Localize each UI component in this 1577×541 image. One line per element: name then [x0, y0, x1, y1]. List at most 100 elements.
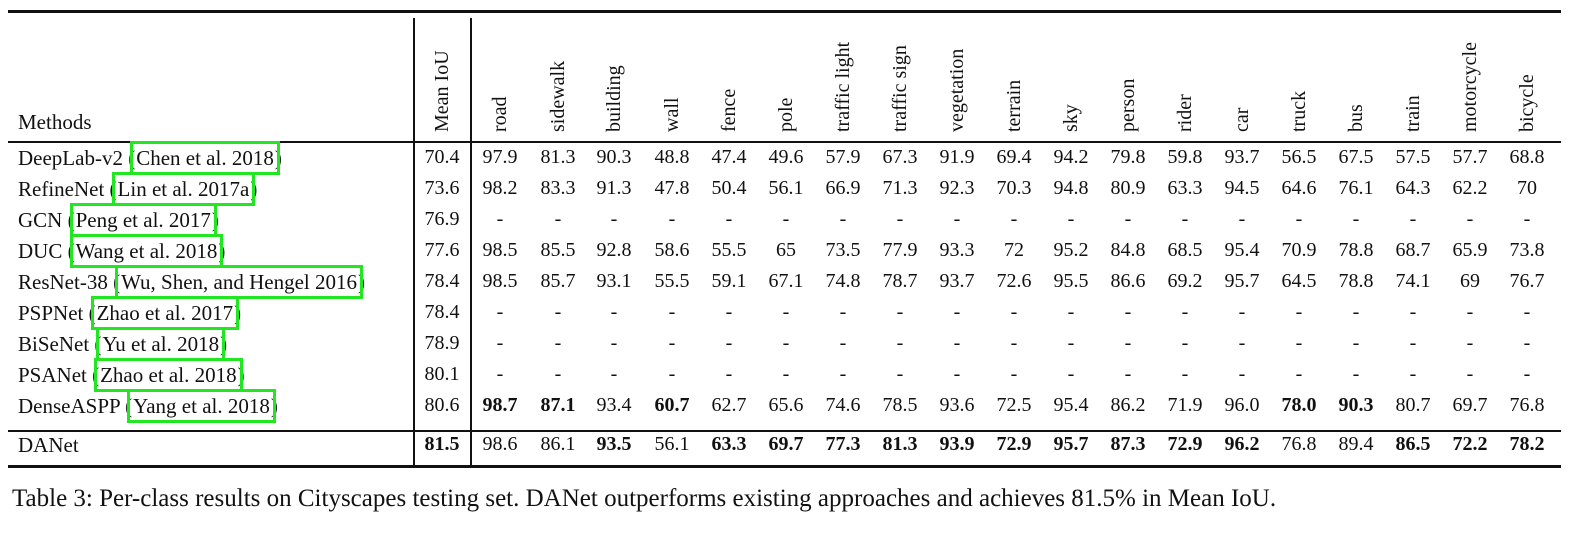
class-iou-cell: -	[1409, 363, 1417, 385]
class-iou-cell: 90.3	[1338, 394, 1374, 416]
class-iou-cell: -	[1466, 301, 1474, 323]
class-iou-cell: -	[1067, 208, 1075, 230]
class-iou-cell: 81.3	[882, 433, 918, 455]
mean-iou-cell: 73.6	[424, 177, 460, 199]
class-iou-cell: -	[1352, 332, 1360, 354]
class-iou-cell: 72.2	[1452, 433, 1488, 455]
class-iou-cell: 91.9	[939, 146, 975, 168]
methods-header: Methods	[18, 110, 92, 134]
class-iou-cell: -	[725, 208, 733, 230]
class-iou-cell: -	[1409, 301, 1417, 323]
class-iou-cell: -	[1523, 208, 1531, 230]
citation-link[interactable]: Wu, Shen, and Hengel 2016	[115, 265, 364, 299]
method-name-cell: PSPNet (Zhao et al. 2017)	[18, 296, 242, 330]
class-iou-cell: -	[610, 301, 618, 323]
class-iou-cell: 97.9	[482, 146, 518, 168]
class-iou-cell: 50.4	[711, 177, 747, 199]
class-iou-cell: -	[896, 208, 904, 230]
citation-link[interactable]: Peng et al. 2017	[69, 203, 217, 237]
class-iou-cell: 76.1	[1338, 177, 1374, 199]
citation-link[interactable]: Wang et al. 2018	[69, 234, 224, 268]
method-name: DANet	[18, 433, 79, 457]
class-iou-cell: 98.2	[482, 177, 518, 199]
class-iou-cell: 76.8	[1281, 433, 1317, 455]
citation-link[interactable]: Chen et al. 2018	[130, 141, 280, 175]
class-iou-cell: -	[1295, 363, 1303, 385]
class-iou-cell: 67.3	[882, 146, 918, 168]
citation-link[interactable]: Lin et al. 2017a	[111, 172, 256, 206]
class-iou-cell: 93.6	[939, 394, 975, 416]
class-iou-cell: 81.3	[540, 146, 576, 168]
mean-iou-cell: 70.4	[424, 146, 460, 168]
class-iou-cell: 98.5	[482, 239, 518, 261]
class-iou-cell: -	[610, 332, 618, 354]
class-iou-cell: 69.4	[996, 146, 1032, 168]
class-iou-cell: -	[1124, 363, 1132, 385]
class-iou-cell: 55.5	[654, 270, 690, 292]
class-iou-cell: -	[1523, 332, 1531, 354]
class-iou-cell: -	[1181, 208, 1189, 230]
class-iou-cell: -	[1181, 332, 1189, 354]
class-iou-cell: 72.9	[1167, 433, 1203, 455]
class-iou-cell: 90.3	[596, 146, 632, 168]
class-iou-cell: 74.1	[1395, 270, 1431, 292]
class-iou-cell: 78.5	[882, 394, 918, 416]
class-iou-cell: 93.4	[596, 394, 632, 416]
citation-link[interactable]: Yu et al. 2018	[96, 327, 226, 361]
column-header-sidewalk: sidewalk	[547, 60, 569, 132]
class-iou-cell: -	[1067, 301, 1075, 323]
citation-link[interactable]: Zhao et al. 2017	[90, 296, 240, 330]
class-iou-cell: 56.1	[768, 177, 804, 199]
class-iou-cell: 76.8	[1509, 394, 1545, 416]
class-iou-cell: 67.5	[1338, 146, 1374, 168]
class-iou-cell: 68.7	[1395, 239, 1431, 261]
class-iou-cell: 94.8	[1053, 177, 1089, 199]
class-iou-cell: -	[1466, 208, 1474, 230]
class-iou-cell: 64.3	[1395, 177, 1431, 199]
class-iou-cell: 86.2	[1110, 394, 1146, 416]
class-iou-cell: 64.6	[1281, 177, 1317, 199]
class-iou-cell: -	[1067, 363, 1075, 385]
class-iou-cell: 92.3	[939, 177, 975, 199]
class-iou-cell: 85.5	[540, 239, 576, 261]
method-name: PSPNet	[18, 301, 84, 325]
citation-link[interactable]: Yang et al. 2018	[127, 389, 276, 423]
class-iou-cell: 66.9	[825, 177, 861, 199]
table-row: DANet 81.5 98.6 86.1 93.5 56.1 63.3 69.7 77.3 81.…	[0, 433, 1577, 464]
class-iou-cell: 56.1	[654, 433, 690, 455]
column-header-truck: truck	[1288, 90, 1310, 132]
class-iou-cell: -	[1124, 301, 1132, 323]
citation-link[interactable]: Zhao et al. 2018	[94, 358, 243, 392]
class-iou-cell: -	[725, 332, 733, 354]
class-iou-cell: 69.7	[768, 433, 804, 455]
mean-iou-cell: 77.6	[424, 239, 460, 261]
class-iou-cell: 93.7	[1224, 146, 1260, 168]
class-iou-cell: -	[1238, 332, 1246, 354]
class-iou-cell: -	[1295, 208, 1303, 230]
table-row: GCN (Peng et al. 2017) 76.9 - - - - - - - - - - - - - -…	[0, 203, 1577, 239]
class-iou-cell: -	[668, 208, 676, 230]
class-iou-cell: 68.8	[1509, 146, 1545, 168]
class-iou-cell: -	[1181, 363, 1189, 385]
class-iou-cell: 85.7	[540, 270, 576, 292]
mean-iou-cell: 78.4	[424, 301, 460, 323]
class-iou-cell: -	[839, 363, 847, 385]
class-iou-cell: -	[953, 208, 961, 230]
method-name: DUC	[18, 239, 63, 263]
class-iou-cell: 49.6	[768, 146, 804, 168]
class-iou-cell: -	[610, 363, 618, 385]
class-iou-cell: 73.8	[1509, 239, 1545, 261]
class-iou-cell: 78.8	[1338, 270, 1374, 292]
class-iou-cell: 57.5	[1395, 146, 1431, 168]
class-iou-cell: -	[554, 301, 562, 323]
method-name: BiSeNet	[18, 332, 90, 356]
class-iou-cell: 48.8	[654, 146, 690, 168]
column-header-motorcycle: motorcycle	[1459, 42, 1481, 132]
class-iou-cell: 60.7	[654, 394, 690, 416]
class-iou-cell: -	[725, 301, 733, 323]
class-iou-cell: -	[896, 363, 904, 385]
method-name-cell: DANet	[18, 433, 79, 458]
table-row: PSANet (Zhao et al. 2018) 80.1 - - - - - - - - - - -…	[0, 358, 1577, 394]
class-iou-cell: -	[668, 301, 676, 323]
